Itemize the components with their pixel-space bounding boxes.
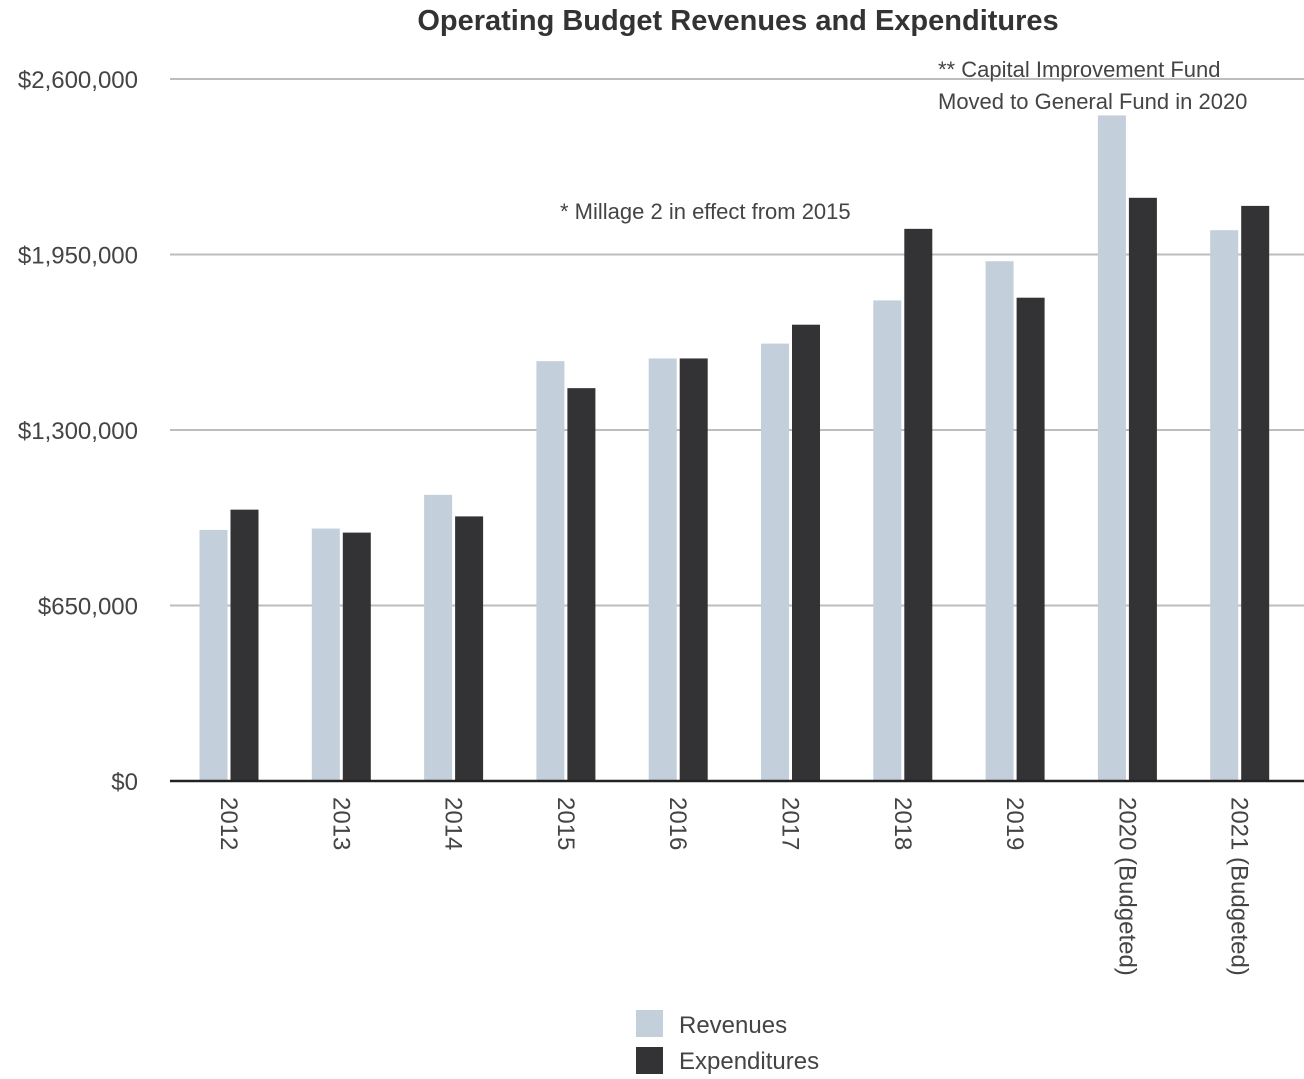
x-axis-ticks: 2012 2013 2014 2015 2016 2017 2018 2019 2020 (Bu… [215,797,1253,976]
bar-revenues-2018 [873,300,902,781]
y-tick-label: $1,300,000 [18,418,138,445]
x-tick-label: 2019 [1001,797,1028,850]
legend-swatch-revenues [636,1010,663,1037]
annotation-capital-fund-line1: ** Capital Improvement Fund [938,57,1220,82]
bar-revenues-2014 [424,494,453,781]
bars [199,115,1270,782]
bar-revenues-2021 [1210,230,1239,781]
legend-swatch-expenditures [636,1047,663,1074]
bar-expenditures-2018 [904,228,933,782]
legend-label-revenues: Revenues [679,1012,787,1039]
bar-expenditures-2021 [1241,205,1270,781]
annotation-capital-fund-line2: Moved to General Fund in 2020 [938,89,1247,114]
bar-expenditures-2014 [455,516,484,781]
x-tick-label: 2014 [440,797,467,850]
bar-expenditures-2017 [792,324,820,781]
bar-revenues-2019 [985,261,1014,781]
bar-revenues-2015 [536,361,565,781]
x-tick-label: 2013 [327,797,354,850]
y-axis-ticks: $0 $650,000 $1,300,000 $1,950,000 $2,600,000 [18,67,138,796]
bar-revenues-2013 [311,528,340,781]
y-tick-label: $650,000 [38,594,138,621]
x-tick-label: 2021 (Budgeted) [1226,797,1253,976]
bar-expenditures-2016 [679,358,708,781]
bar-revenues-2020 [1097,115,1126,781]
bar-expenditures-2013 [342,532,371,781]
bar-expenditures-2019 [1016,297,1045,781]
annotation-millage-line: * Millage 2 in effect from 2015 [560,199,851,224]
x-tick-label: 2016 [664,797,691,850]
annotation-capital-fund: ** Capital Improvement Fund Moved to Gen… [938,57,1247,114]
x-tick-label: 2012 [215,797,242,850]
legend: Revenues Expenditures [636,1010,819,1075]
bar-revenues-2016 [648,358,677,781]
y-tick-label: $0 [111,769,138,796]
legend-label-expenditures: Expenditures [679,1048,819,1075]
bar-expenditures-2015 [567,388,596,781]
x-tick-label: 2017 [777,797,804,850]
bar-revenues-2012 [199,529,228,781]
annotation-millage: * Millage 2 in effect from 2015 [560,199,851,224]
bar-expenditures-2020 [1128,197,1157,782]
bar-revenues-2017 [761,343,789,781]
chart-title: Operating Budget Revenues and Expenditur… [417,5,1058,37]
y-tick-label: $1,950,000 [18,243,138,270]
x-tick-label: 2020 (Budgeted) [1113,797,1140,976]
bar-expenditures-2012 [230,509,259,781]
y-tick-label: $2,600,000 [18,67,138,94]
x-tick-label: 2018 [889,797,916,850]
x-tick-label: 2015 [552,797,579,850]
